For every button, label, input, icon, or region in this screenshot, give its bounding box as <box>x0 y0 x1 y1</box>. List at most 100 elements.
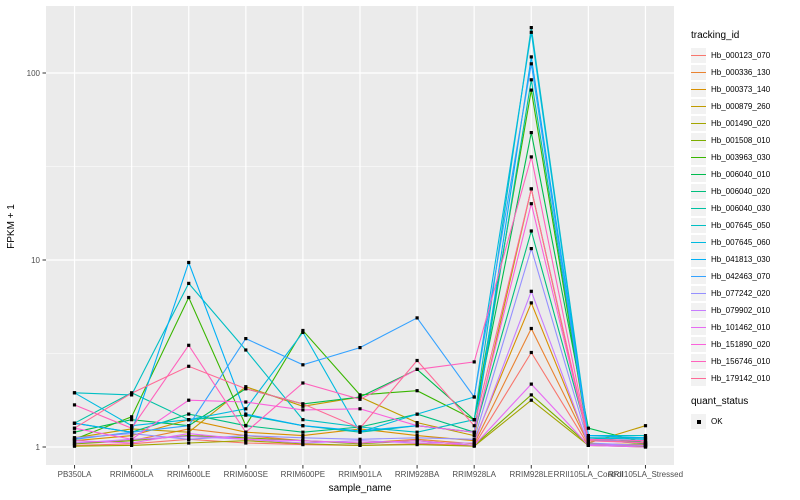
data-point <box>529 289 533 293</box>
legend-item: Hb_006040_020 <box>691 184 799 199</box>
data-point <box>301 434 305 438</box>
legend-item: Hb_041813_030 <box>691 252 799 267</box>
data-point <box>358 407 362 411</box>
data-point <box>130 391 134 395</box>
data-point <box>187 295 191 300</box>
data-point <box>244 387 248 391</box>
data-point <box>130 434 134 438</box>
series-color-line-icon <box>691 276 706 277</box>
data-point <box>415 358 419 363</box>
legend-item: Hb_001490_020 <box>691 116 799 131</box>
legend-item-label: Hb_006040_030 <box>711 204 771 213</box>
series-color-line-icon <box>691 378 706 379</box>
legend-item-label: Hb_179142_010 <box>711 374 771 383</box>
data-point <box>301 439 305 443</box>
data-point <box>529 30 533 34</box>
data-point <box>586 434 590 438</box>
y-axis-title: FPKM + 1 <box>6 204 17 249</box>
series-color-line-icon <box>691 106 706 107</box>
data-point <box>187 437 191 441</box>
black-square-point-icon <box>696 419 701 424</box>
data-point <box>130 415 134 419</box>
data-point <box>187 281 191 285</box>
data-point <box>529 393 533 397</box>
y-tick-label: 100 <box>27 69 41 78</box>
data-point <box>187 398 191 402</box>
data-point <box>529 26 533 30</box>
series-color-line-icon <box>691 157 706 158</box>
data-point <box>529 326 533 331</box>
data-point <box>301 363 305 367</box>
data-point <box>415 430 419 434</box>
legend-item-label: Hb_006040_020 <box>711 187 771 196</box>
data-point <box>301 328 305 333</box>
legend-item: Hb_000123_070 <box>691 48 799 63</box>
legend-key-box <box>691 218 706 233</box>
data-point <box>358 395 362 399</box>
x-tick-label: RRIM928LE <box>509 470 553 479</box>
series-color-line-icon <box>691 259 706 260</box>
legend-item-ok: OK <box>691 414 799 429</box>
series-color-line-icon <box>691 72 706 73</box>
data-point <box>244 424 248 428</box>
legend-item-label: Hb_156746_010 <box>711 357 771 366</box>
legend: tracking_id Hb_000123_070 Hb_000336_130 Hb… <box>691 30 799 431</box>
data-point <box>358 393 362 397</box>
legend-item-label: Hb_001508_010 <box>711 136 771 145</box>
data-point <box>358 426 362 430</box>
legend-key-box <box>691 167 706 182</box>
legend-item-label: Hb_007645_050 <box>711 221 771 230</box>
data-point <box>72 436 77 440</box>
x-tick-label: RRIM600SE <box>224 470 268 479</box>
data-point <box>187 441 191 445</box>
data-point <box>472 418 476 422</box>
legend-key-box <box>691 201 706 216</box>
legend-key-box <box>691 65 706 80</box>
x-tick-label: RRIM928LA <box>452 470 496 479</box>
data-point <box>130 437 134 441</box>
legend-item: Hb_042463_070 <box>691 269 799 284</box>
data-point <box>72 441 77 445</box>
data-point <box>472 443 476 447</box>
x-tick-label: RRII105LA_Control <box>554 470 624 479</box>
data-point <box>529 78 533 82</box>
data-point <box>244 385 248 389</box>
data-point <box>358 439 362 443</box>
legend-item-label: Hb_077242_020 <box>711 289 771 298</box>
data-point <box>244 412 248 416</box>
data-point <box>472 437 476 441</box>
legend-key-box <box>691 150 706 165</box>
legend-item: Hb_000336_130 <box>691 65 799 80</box>
data-point <box>643 434 648 438</box>
data-point <box>301 408 305 412</box>
data-point <box>72 421 77 425</box>
data-point <box>72 430 77 434</box>
data-point <box>529 131 533 135</box>
legend-items-tracking-id: Hb_000123_070 Hb_000336_130 Hb_000373_140 H… <box>691 48 799 386</box>
data-point <box>415 441 419 445</box>
legend-key-box <box>691 48 706 63</box>
legend-item-label: Hb_042463_070 <box>711 272 771 281</box>
data-point <box>415 439 419 443</box>
legend-item: Hb_101462_010 <box>691 320 799 335</box>
x-tick-label: RRIM600LA <box>110 470 154 479</box>
data-point <box>586 443 590 447</box>
data-point <box>529 155 533 159</box>
data-point <box>472 395 476 399</box>
x-axis-title: sample_name <box>329 483 392 494</box>
data-point <box>301 381 305 385</box>
legend-key-box <box>691 320 706 335</box>
data-point <box>72 403 77 407</box>
data-point <box>415 316 419 320</box>
series-color-line-icon <box>691 225 706 226</box>
data-point <box>301 441 305 445</box>
legend-key-box <box>691 337 706 352</box>
data-point <box>529 350 533 355</box>
legend-key-box <box>691 252 706 267</box>
legend-key-box <box>691 82 706 97</box>
series-color-line-icon <box>691 242 706 243</box>
x-tick-label: RRIM600PE <box>281 470 325 479</box>
data-point <box>358 441 362 445</box>
data-point <box>415 436 419 440</box>
